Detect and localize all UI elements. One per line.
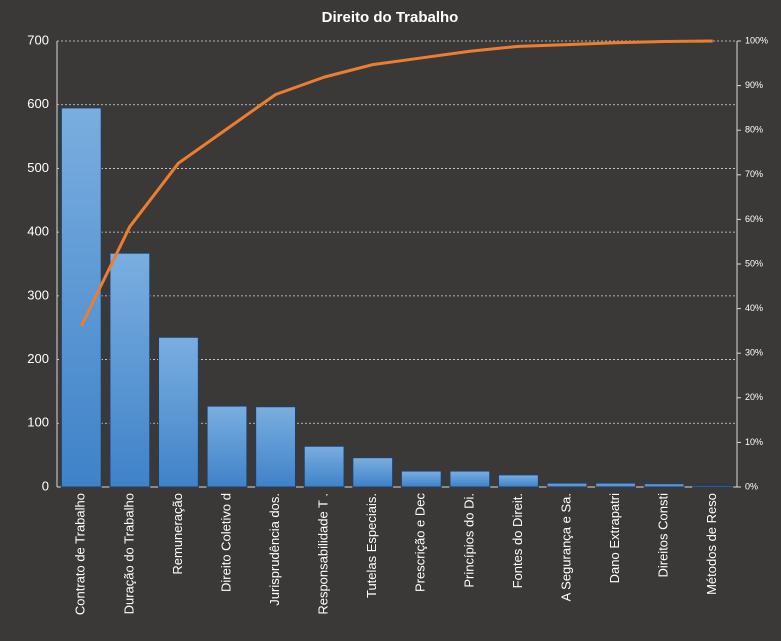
y2-tick-label: 60% bbox=[745, 214, 763, 224]
x-tick-label: Fontes do Direit. bbox=[510, 493, 525, 588]
y-tick-label: 500 bbox=[27, 160, 49, 175]
y2-tick-label: 10% bbox=[745, 437, 763, 447]
bar bbox=[352, 457, 394, 488]
bar bbox=[498, 474, 539, 488]
bar bbox=[400, 470, 442, 488]
x-tick-label: Remuneração bbox=[170, 493, 185, 575]
y-tick-label: 300 bbox=[27, 287, 49, 302]
y2-tick-label: 0% bbox=[745, 481, 758, 491]
bar bbox=[595, 482, 636, 488]
chart-title: Direito do Trabalho bbox=[322, 9, 459, 26]
bar bbox=[109, 252, 151, 488]
y2-tick-label: 80% bbox=[745, 125, 763, 135]
bar bbox=[692, 485, 734, 488]
y-tick-label: 100 bbox=[27, 415, 49, 430]
cumulative-line bbox=[79, 39, 713, 327]
y2-tick-label: 30% bbox=[745, 348, 763, 358]
y2-tick-label: 20% bbox=[745, 392, 763, 402]
x-tick-label: Contrato de Trabalho bbox=[73, 493, 88, 615]
x-tick-label: Princípios do Di. bbox=[461, 493, 476, 588]
y-tick-label: 700 bbox=[27, 32, 49, 47]
x-tick-label: Direito Coletivo d bbox=[218, 493, 233, 592]
y-tick-label: 0 bbox=[42, 478, 49, 493]
bar bbox=[206, 405, 248, 488]
y2-tick-label: 70% bbox=[745, 169, 763, 179]
bar bbox=[255, 406, 296, 488]
x-tick-label: Duração do Trabalho bbox=[121, 493, 136, 614]
y2-tick-label: 50% bbox=[745, 258, 763, 268]
x-tick-label: Dano Extrapatri bbox=[607, 493, 622, 583]
y-tick-label: 400 bbox=[27, 224, 49, 239]
x-tick-label: Tutelas Especiais. bbox=[364, 493, 379, 598]
x-tick-label: Métodos de Reso bbox=[704, 493, 719, 595]
bar bbox=[158, 336, 199, 488]
x-tick-label: A Segurança e Sa. bbox=[558, 493, 573, 601]
bar bbox=[546, 482, 588, 488]
x-tick-label: Prescrição e Dec bbox=[413, 493, 428, 592]
bar bbox=[643, 483, 685, 488]
y-tick-label: 600 bbox=[27, 96, 49, 111]
bar bbox=[303, 445, 345, 488]
bar bbox=[449, 470, 491, 488]
x-tick-label: Jurisprudência dos. bbox=[267, 493, 282, 606]
x-tick-label: Responsabilidade T . bbox=[316, 493, 331, 615]
y2-tick-label: 100% bbox=[745, 35, 768, 45]
y-tick-label: 200 bbox=[27, 351, 49, 366]
y2-tick-label: 40% bbox=[745, 303, 763, 313]
x-tick-label: Direitos Consti bbox=[656, 493, 671, 578]
y2-tick-label: 90% bbox=[745, 80, 763, 90]
